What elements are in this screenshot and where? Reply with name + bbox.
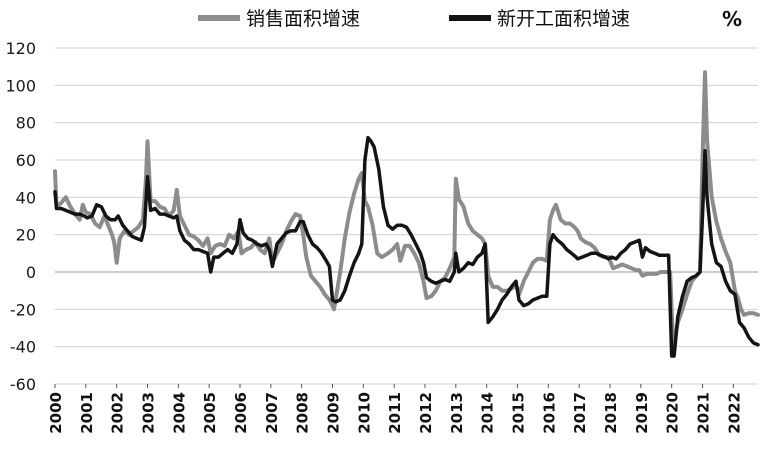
unit-label: % xyxy=(722,7,742,31)
gridlines xyxy=(55,47,758,385)
y-tick-label: 0 xyxy=(26,263,36,282)
y-tick-label: 40 xyxy=(16,188,36,207)
y-tick-label: -20 xyxy=(10,300,36,319)
y-tick-label: 80 xyxy=(16,114,36,133)
legend-label: 新开工面积增速 xyxy=(497,8,630,30)
y-tick-label: 100 xyxy=(5,76,36,95)
x-tick-label: 2020 xyxy=(664,392,682,434)
y-tick-label: 60 xyxy=(16,151,36,170)
x-tick-label: 2001 xyxy=(78,392,96,434)
x-tick-label: 2014 xyxy=(479,392,497,434)
y-tick-label: -40 xyxy=(10,338,36,357)
x-tick-label: 2009 xyxy=(325,392,343,434)
series-line-sales-area xyxy=(53,70,760,349)
x-tick-label: 2011 xyxy=(386,392,404,434)
y-tick-label: 20 xyxy=(16,226,36,245)
x-tick-label: 2017 xyxy=(571,392,589,434)
x-axis: 2000 2001 2002 2003 2004 2005 2006 2007 2008 2009… xyxy=(47,384,743,434)
x-tick-label: 2003 xyxy=(140,392,158,434)
x-tick-label: 2010 xyxy=(355,392,373,434)
x-tick-label: 2005 xyxy=(201,392,219,434)
x-tick-label: 2000 xyxy=(47,392,65,434)
x-tick-label: 2015 xyxy=(510,392,528,434)
x-tick-label: 2007 xyxy=(263,392,281,434)
y-tick-label: -60 xyxy=(10,375,36,394)
y-tick-label: 120 xyxy=(5,39,36,58)
x-tick-label: 2002 xyxy=(109,392,127,434)
x-tick-label: 2022 xyxy=(725,392,743,434)
y-axis-ticks: -60 -40 -20 0 20 40 60 80 100 120 xyxy=(5,39,36,394)
x-tick-label: 2004 xyxy=(170,392,188,434)
series-lines xyxy=(53,70,760,358)
series-line-new-starts-area xyxy=(53,135,760,358)
x-tick-label: 2021 xyxy=(695,392,713,434)
x-tick-label: 2013 xyxy=(448,392,466,434)
legend-label: 销售面积增速 xyxy=(246,8,360,30)
legend: 销售面积增速 新开工面积增速 xyxy=(198,8,630,30)
x-tick-label: 2018 xyxy=(602,392,620,434)
x-tick-label: 2012 xyxy=(417,392,435,434)
x-tick-label: 2016 xyxy=(540,392,558,434)
x-tick-label: 2008 xyxy=(294,392,312,434)
x-tick-label: 2019 xyxy=(633,392,651,434)
x-tick-label: 2006 xyxy=(232,392,250,434)
